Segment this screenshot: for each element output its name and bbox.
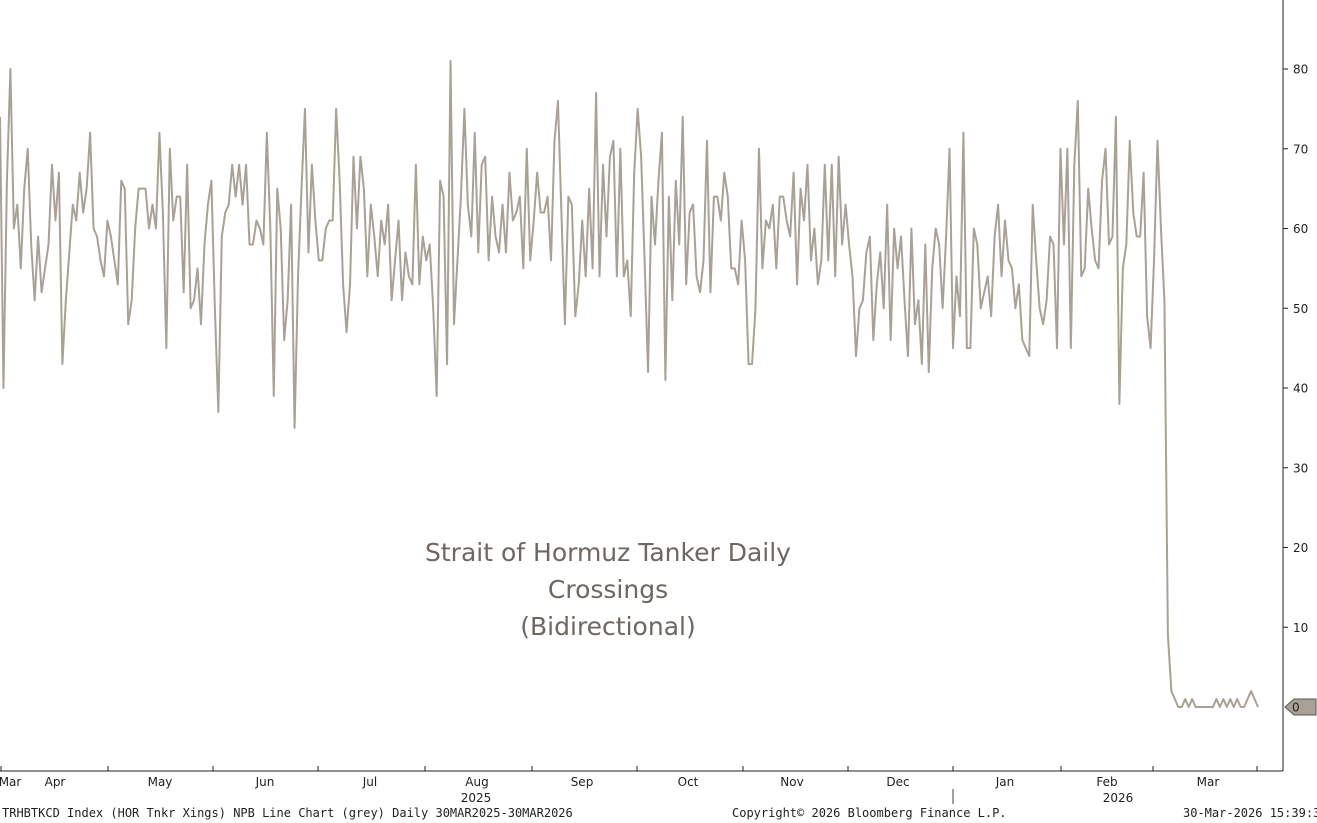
series-line-0 xyxy=(0,60,1259,708)
last-value-label: 0 xyxy=(1292,701,1300,715)
chart-subtitle: (Bidirectional) xyxy=(520,612,696,641)
y-tick-label: 70 xyxy=(1293,142,1308,156)
chart-title-block: Strait of Hormuz Tanker Daily Crossings … xyxy=(366,534,850,645)
x-tick-label: Sep xyxy=(571,775,594,789)
x-tick-label: Dec xyxy=(886,775,909,789)
y-tick-label: 50 xyxy=(1293,302,1308,316)
y-tick-label: 30 xyxy=(1293,461,1308,475)
x-tick-label: Nov xyxy=(780,775,803,789)
footer-ticker-description: TRHBTKCD Index (HOR Tnkr Xings) NPB Line… xyxy=(2,806,573,820)
x-tick-label: Mar xyxy=(0,775,21,789)
x-tick-label: Aug xyxy=(465,775,488,789)
y-tick-label: 60 xyxy=(1293,222,1308,236)
x-tick-label: May xyxy=(148,775,173,789)
x-tick-label: Oct xyxy=(678,775,699,789)
x-year-label: 2026 xyxy=(1103,791,1134,805)
y-tick-label: 80 xyxy=(1293,63,1308,77)
x-year-label: 2025 xyxy=(461,791,492,805)
footer-timestamp: 30-Mar-2026 15:39:35 xyxy=(1183,806,1317,820)
x-tick-label: Feb xyxy=(1096,775,1117,789)
chart-title: Strait of Hormuz Tanker Daily Crossings xyxy=(425,538,791,604)
footer-copyright: Copyright© 2026 Bloomberg Finance L.P. xyxy=(732,806,1007,820)
y-tick-label: 40 xyxy=(1293,382,1308,396)
x-tick-label: Jul xyxy=(362,775,377,789)
x-tick-label: Jun xyxy=(255,775,275,789)
y-tick-label: 10 xyxy=(1293,621,1308,635)
x-tick-label: Jan xyxy=(995,775,1015,789)
line-chart: Mar Apr May Jun Jul Aug Sep Oct Nov Dec Jan Feb Mar 2… xyxy=(0,0,1317,805)
x-tick-label: Mar xyxy=(1197,775,1220,789)
y-tick-label: 20 xyxy=(1293,541,1308,555)
x-tick-label: Apr xyxy=(45,775,66,789)
last-value-marker xyxy=(1284,698,1317,716)
